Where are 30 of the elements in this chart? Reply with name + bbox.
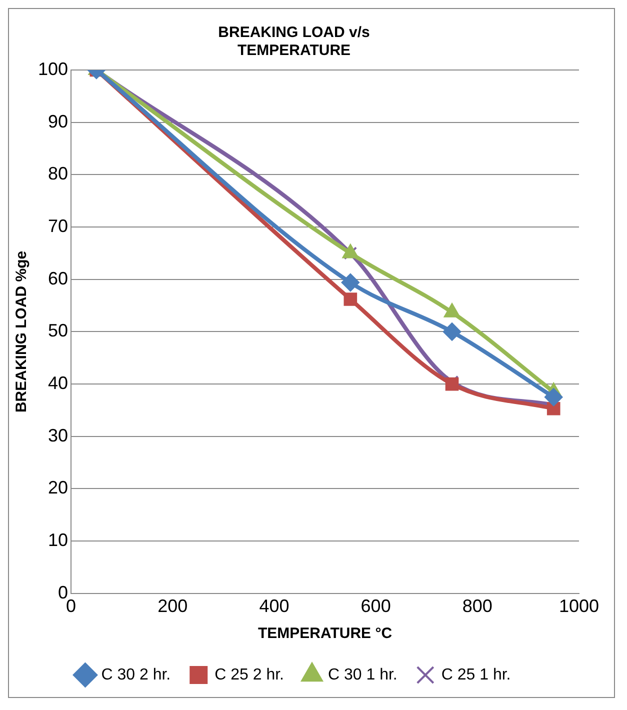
y-tick-label: 90 <box>48 111 68 132</box>
point <box>544 388 563 406</box>
point <box>341 274 360 292</box>
y-tick-label: 60 <box>48 268 68 288</box>
y-axis-title: BREAKING LOAD %ge <box>13 250 30 413</box>
y-tick-label: 50 <box>48 320 68 341</box>
x-tick-label: 1000 <box>558 596 600 616</box>
y-tick-label: 100 <box>38 58 68 79</box>
legend-label: C 25 1 hr. <box>441 666 511 684</box>
x-tick-label: 400 <box>259 596 290 616</box>
y-tick-label: 20 <box>48 478 68 498</box>
x-tick-label: 200 <box>158 596 188 616</box>
point <box>443 322 462 341</box>
y-tick-label: 40 <box>48 373 68 394</box>
y-tick-label: 30 <box>48 425 68 446</box>
point <box>344 292 358 306</box>
x-tick-label: 800 <box>462 596 492 616</box>
point <box>546 402 560 416</box>
x-tick-label: 600 <box>360 596 391 616</box>
text: TEMPERATURE <box>237 42 351 60</box>
legend-label: C 30 1 hr. <box>328 666 398 684</box>
text: BREAKING LOAD v/s <box>218 24 370 42</box>
y-tick-label: 70 <box>48 216 68 236</box>
y-tick-label: 80 <box>48 164 68 184</box>
y-tick-label: 10 <box>48 530 68 550</box>
legend-label: C 25 2 hr. <box>214 666 284 684</box>
x-axis-title: TEMPERATURE °C <box>258 625 392 642</box>
point <box>344 246 358 260</box>
y-tick-label: 0 <box>58 582 68 602</box>
legend-label: C 30 2 hr. <box>101 666 171 684</box>
